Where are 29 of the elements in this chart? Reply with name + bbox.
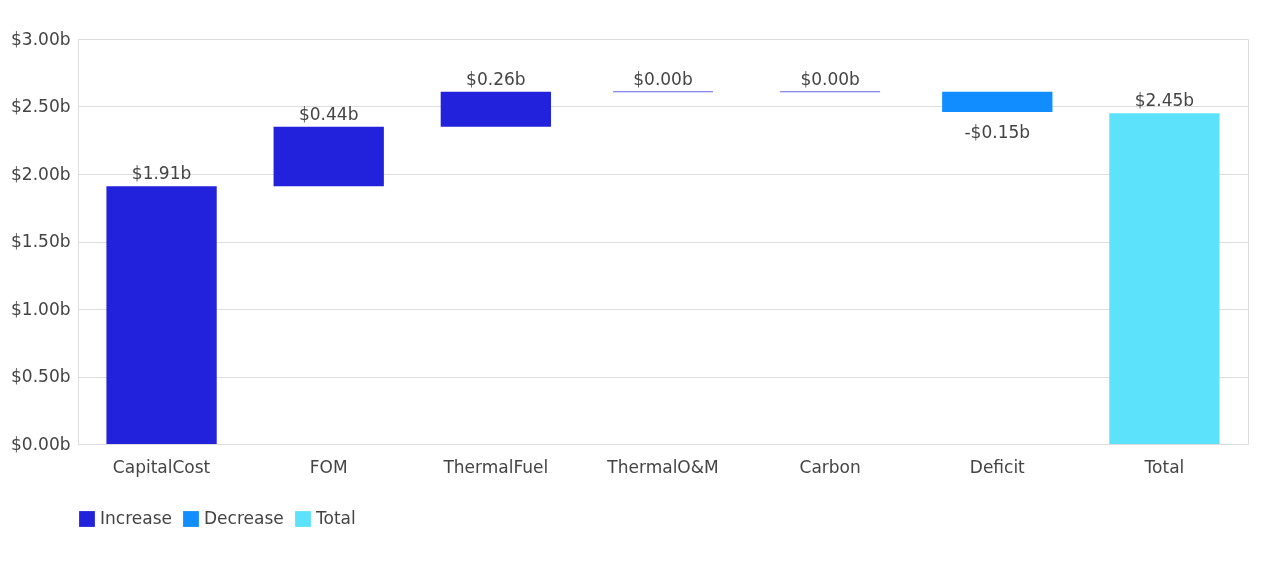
legend-label: Decrease (204, 508, 284, 528)
x-tick-label: FOM (309, 456, 348, 477)
x-tick-label: Carbon (799, 456, 861, 477)
data-label: $0.26b (466, 68, 526, 89)
data-label: $0.00b (800, 68, 860, 89)
bar (942, 91, 1053, 112)
y-tick-label: $2.50b (11, 96, 71, 116)
data-label: $0.44b (298, 103, 359, 124)
x-tick-label: ThermalO&M (606, 456, 719, 477)
y-tick-label: $1.00b (11, 298, 71, 319)
x-tick-label: CapitalCost (112, 456, 211, 477)
data-label: $0.00b (633, 68, 693, 89)
x-tick-label: Total (1143, 456, 1185, 477)
y-tick-label: $0.50b (11, 366, 71, 386)
y-tick-label: $2.00b (11, 163, 71, 184)
legend-label: Increase (100, 508, 172, 528)
data-label: -$0.15b (964, 121, 1031, 142)
y-tick-label: $1.50b (11, 231, 71, 251)
x-tick-label: Deficit (969, 456, 1026, 477)
legend-label: Total (315, 508, 356, 528)
bar (273, 126, 384, 187)
bar (440, 91, 552, 127)
data-label: $2.45b (1134, 90, 1195, 111)
y-tick-label: $0.00b (11, 433, 71, 454)
x-tick-label: ThermalFuel (442, 456, 549, 477)
y-tick-label: $3.00b (11, 28, 71, 49)
bar (106, 186, 217, 444)
bar (1109, 113, 1220, 444)
data-label: $1.91b (131, 163, 192, 184)
